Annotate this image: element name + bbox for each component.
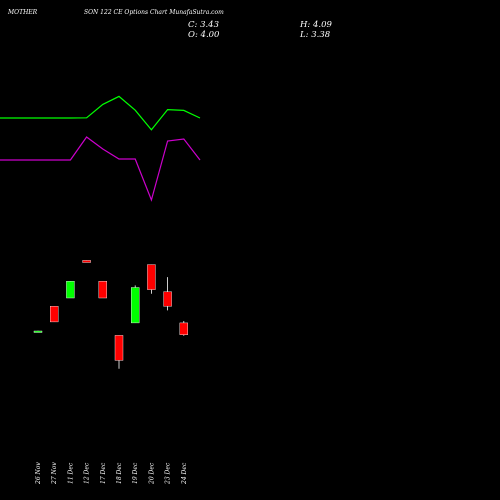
x-tick-label: 20 Dec (148, 462, 155, 485)
symbol-label: MOTHER (8, 9, 38, 16)
low-value: L: 3.38 (300, 30, 331, 40)
x-tick-label: 11 Dec (67, 462, 74, 484)
candle-body (179, 322, 189, 335)
indicator-line-2 (0, 136, 201, 202)
x-tick-label: 19 Dec (132, 462, 139, 484)
candle-body (114, 335, 124, 361)
candle-body (82, 260, 91, 263)
candle-body (98, 281, 108, 299)
candle (98, 281, 108, 299)
indicator-lines (0, 95, 201, 202)
candle (130, 285, 140, 324)
x-tick-label: 27 Nov (51, 462, 58, 485)
candle (50, 306, 59, 323)
candles (33, 260, 189, 369)
x-tick-label: 12 Dec (84, 462, 91, 484)
x-tick-label: 26 Nov (35, 462, 42, 485)
candle-body (33, 330, 43, 333)
x-tick-label: 23 Dec (165, 462, 172, 485)
candle (114, 335, 124, 369)
high-value: H: 4.09 (300, 20, 332, 30)
candle-body (147, 264, 156, 290)
candle-body (50, 306, 59, 323)
x-tick-label: 18 Dec (116, 462, 123, 484)
candle-body (130, 287, 140, 324)
candle-body (163, 291, 172, 307)
candle (179, 321, 189, 336)
x-tick-label: 24 Dec (181, 462, 188, 485)
x-axis-labels: 26 Nov 27 Nov 11 Dec 12 Dec 17 Dec 18 Dec 19 D… (35, 462, 188, 485)
candle (147, 264, 156, 294)
close-value: C: 3.43 (188, 20, 219, 30)
candle (33, 330, 43, 333)
candle (66, 281, 75, 299)
open-value: O: 4.00 (188, 30, 220, 40)
x-tick-label: 17 Dec (100, 462, 107, 484)
candle (163, 277, 172, 311)
candle (82, 260, 91, 263)
candle-body (66, 281, 75, 299)
indicator-line-1 (0, 95, 201, 131)
chart-subtitle: SON 122 CE Options Chart MunafaSutra.com (84, 9, 224, 16)
